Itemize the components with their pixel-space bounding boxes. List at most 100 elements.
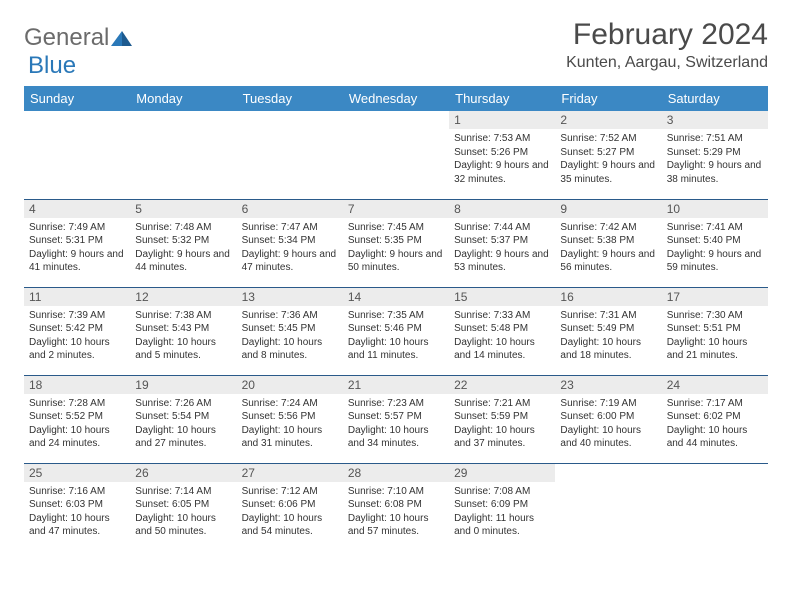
sunset-text: Sunset: 6:02 PM [667,410,763,424]
day-data: Sunrise: 7:36 AMSunset: 5:45 PMDaylight:… [237,306,343,367]
daylight-text: Daylight: 10 hours and 40 minutes. [560,424,656,451]
day-number: 8 [449,200,555,218]
day-header: Saturday [662,86,768,111]
calendar-cell: 10Sunrise: 7:41 AMSunset: 5:40 PMDayligh… [662,199,768,287]
sunrise-text: Sunrise: 7:48 AM [135,221,231,235]
sunset-text: Sunset: 5:59 PM [454,410,550,424]
day-data: Sunrise: 7:14 AMSunset: 6:05 PMDaylight:… [130,482,236,543]
daylight-text: Daylight: 10 hours and 5 minutes. [135,336,231,363]
day-data: Sunrise: 7:24 AMSunset: 5:56 PMDaylight:… [237,394,343,455]
day-number: 19 [130,376,236,394]
day-data: Sunrise: 7:41 AMSunset: 5:40 PMDaylight:… [662,218,768,279]
calendar-cell: 3Sunrise: 7:51 AMSunset: 5:29 PMDaylight… [662,111,768,199]
sunset-text: Sunset: 5:45 PM [242,322,338,336]
daylight-text: Daylight: 9 hours and 59 minutes. [667,248,763,275]
sunrise-text: Sunrise: 7:12 AM [242,485,338,499]
sunset-text: Sunset: 6:09 PM [454,498,550,512]
calendar-row: 11Sunrise: 7:39 AMSunset: 5:42 PMDayligh… [24,287,768,375]
sunset-text: Sunset: 5:56 PM [242,410,338,424]
calendar-cell: 13Sunrise: 7:36 AMSunset: 5:45 PMDayligh… [237,287,343,375]
sunrise-text: Sunrise: 7:19 AM [560,397,656,411]
daylight-text: Daylight: 9 hours and 53 minutes. [454,248,550,275]
calendar-cell: 5Sunrise: 7:48 AMSunset: 5:32 PMDaylight… [130,199,236,287]
day-number: 16 [555,288,661,306]
sunrise-text: Sunrise: 7:51 AM [667,132,763,146]
day-number: 11 [24,288,130,306]
logo: General [24,24,135,52]
calendar-cell: 24Sunrise: 7:17 AMSunset: 6:02 PMDayligh… [662,375,768,463]
sunset-text: Sunset: 5:52 PM [29,410,125,424]
calendar-row: 25Sunrise: 7:16 AMSunset: 6:03 PMDayligh… [24,463,768,551]
sunset-text: Sunset: 5:26 PM [454,146,550,160]
calendar-row: 1Sunrise: 7:53 AMSunset: 5:26 PMDaylight… [24,111,768,199]
daylight-text: Daylight: 9 hours and 41 minutes. [29,248,125,275]
sunrise-text: Sunrise: 7:47 AM [242,221,338,235]
sunrise-text: Sunrise: 7:39 AM [29,309,125,323]
sunrise-text: Sunrise: 7:24 AM [242,397,338,411]
day-data: Sunrise: 7:08 AMSunset: 6:09 PMDaylight:… [449,482,555,543]
day-number: 5 [130,200,236,218]
sunset-text: Sunset: 5:54 PM [135,410,231,424]
day-data: Sunrise: 7:44 AMSunset: 5:37 PMDaylight:… [449,218,555,279]
title-block: February 2024 Kunten, Aargau, Switzerlan… [566,18,768,72]
daylight-text: Daylight: 10 hours and 37 minutes. [454,424,550,451]
day-data: Sunrise: 7:30 AMSunset: 5:51 PMDaylight:… [662,306,768,367]
sunrise-text: Sunrise: 7:30 AM [667,309,763,323]
sunset-text: Sunset: 5:51 PM [667,322,763,336]
day-data: Sunrise: 7:52 AMSunset: 5:27 PMDaylight:… [555,129,661,190]
sunset-text: Sunset: 5:35 PM [348,234,444,248]
day-data: Sunrise: 7:26 AMSunset: 5:54 PMDaylight:… [130,394,236,455]
sunrise-text: Sunrise: 7:44 AM [454,221,550,235]
daylight-text: Daylight: 9 hours and 35 minutes. [560,159,656,186]
calendar-cell [130,111,236,199]
daylight-text: Daylight: 10 hours and 11 minutes. [348,336,444,363]
day-data: Sunrise: 7:16 AMSunset: 6:03 PMDaylight:… [24,482,130,543]
calendar-cell: 22Sunrise: 7:21 AMSunset: 5:59 PMDayligh… [449,375,555,463]
calendar-cell: 21Sunrise: 7:23 AMSunset: 5:57 PMDayligh… [343,375,449,463]
day-number: 29 [449,464,555,482]
day-number: 13 [237,288,343,306]
sunrise-text: Sunrise: 7:38 AM [135,309,231,323]
sunset-text: Sunset: 6:05 PM [135,498,231,512]
logo-word1: General [24,24,109,52]
daylight-text: Daylight: 10 hours and 21 minutes. [667,336,763,363]
daylight-text: Daylight: 9 hours and 32 minutes. [454,159,550,186]
sunrise-text: Sunrise: 7:16 AM [29,485,125,499]
sunset-text: Sunset: 5:57 PM [348,410,444,424]
calendar-cell: 15Sunrise: 7:33 AMSunset: 5:48 PMDayligh… [449,287,555,375]
sunrise-text: Sunrise: 7:23 AM [348,397,444,411]
day-data: Sunrise: 7:38 AMSunset: 5:43 PMDaylight:… [130,306,236,367]
day-header-row: Sunday Monday Tuesday Wednesday Thursday… [24,86,768,111]
calendar-cell: 11Sunrise: 7:39 AMSunset: 5:42 PMDayligh… [24,287,130,375]
calendar-cell: 20Sunrise: 7:24 AMSunset: 5:56 PMDayligh… [237,375,343,463]
day-data: Sunrise: 7:49 AMSunset: 5:31 PMDaylight:… [24,218,130,279]
day-data: Sunrise: 7:28 AMSunset: 5:52 PMDaylight:… [24,394,130,455]
sunrise-text: Sunrise: 7:53 AM [454,132,550,146]
calendar-cell: 29Sunrise: 7:08 AMSunset: 6:09 PMDayligh… [449,463,555,551]
day-number: 10 [662,200,768,218]
day-number: 6 [237,200,343,218]
calendar-cell: 9Sunrise: 7:42 AMSunset: 5:38 PMDaylight… [555,199,661,287]
day-number: 24 [662,376,768,394]
location: Kunten, Aargau, Switzerland [566,54,768,72]
sunset-text: Sunset: 6:03 PM [29,498,125,512]
calendar-cell: 23Sunrise: 7:19 AMSunset: 6:00 PMDayligh… [555,375,661,463]
day-number: 21 [343,376,449,394]
day-data: Sunrise: 7:39 AMSunset: 5:42 PMDaylight:… [24,306,130,367]
day-number: 18 [24,376,130,394]
daylight-text: Daylight: 10 hours and 2 minutes. [29,336,125,363]
day-number: 3 [662,111,768,129]
day-number: 27 [237,464,343,482]
day-data: Sunrise: 7:42 AMSunset: 5:38 PMDaylight:… [555,218,661,279]
sunset-text: Sunset: 5:48 PM [454,322,550,336]
calendar-cell: 16Sunrise: 7:31 AMSunset: 5:49 PMDayligh… [555,287,661,375]
calendar-cell: 7Sunrise: 7:45 AMSunset: 5:35 PMDaylight… [343,199,449,287]
day-number: 1 [449,111,555,129]
daylight-text: Daylight: 10 hours and 47 minutes. [29,512,125,539]
day-data: Sunrise: 7:31 AMSunset: 5:49 PMDaylight:… [555,306,661,367]
sunset-text: Sunset: 5:32 PM [135,234,231,248]
sunrise-text: Sunrise: 7:49 AM [29,221,125,235]
day-number: 26 [130,464,236,482]
day-data: Sunrise: 7:19 AMSunset: 6:00 PMDaylight:… [555,394,661,455]
day-number: 12 [130,288,236,306]
